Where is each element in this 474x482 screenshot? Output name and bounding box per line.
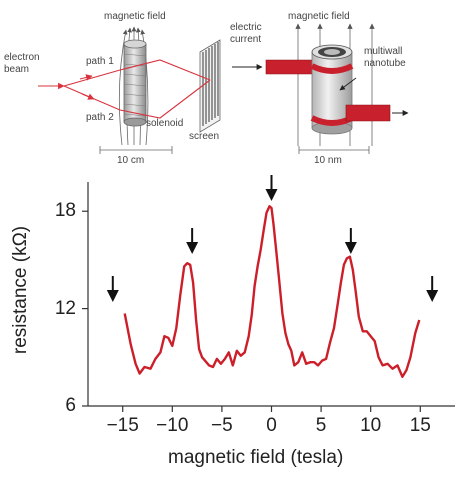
arrow-marker xyxy=(106,276,119,302)
label-solenoid: solenoid xyxy=(146,118,184,129)
y-tick-label: 12 xyxy=(54,297,76,319)
arrow-marker xyxy=(265,175,278,201)
nanotube-pointer xyxy=(339,77,357,91)
resistance-curve xyxy=(123,205,421,378)
arrow-marker xyxy=(344,228,357,254)
y-tick-label: 6 xyxy=(65,395,76,416)
scale-bar-right xyxy=(298,146,370,154)
label-magnetic-field-left: magnetic field xyxy=(104,11,166,22)
x-axis-title: magnetic field (tesla) xyxy=(168,447,344,468)
arrow-marker xyxy=(426,276,439,302)
label-path-2: path 2 xyxy=(86,112,114,123)
label-multiwall-nanotube: multiwall nanotube xyxy=(364,46,406,69)
x-tick-label: −10 xyxy=(156,415,189,436)
scale-bar-left xyxy=(99,146,173,154)
x-tick-label: 0 xyxy=(266,415,277,436)
resistance-chart xyxy=(82,175,455,412)
x-tick-label: 5 xyxy=(315,415,327,436)
label-magnetic-field-right: magnetic field xyxy=(288,11,350,22)
screen-plate xyxy=(199,39,221,133)
label-screen: screen xyxy=(189,131,220,142)
x-tick-label: −5 xyxy=(211,415,233,436)
arrow-marker xyxy=(186,228,199,254)
label-scale-right: 10 nm xyxy=(314,155,342,166)
y-tick-label: 18 xyxy=(54,200,76,222)
left-schematic xyxy=(38,26,221,154)
x-tick-label: 15 xyxy=(409,415,431,436)
label-electron-beam: electron beam xyxy=(4,52,40,75)
y-axis-title: resistance (kΩ) xyxy=(10,225,31,355)
right-schematic xyxy=(232,23,409,154)
label-path-1: path 1 xyxy=(86,56,114,67)
x-tick-label: −15 xyxy=(106,415,139,436)
solenoid xyxy=(123,39,147,127)
x-tick-label: 10 xyxy=(360,415,382,436)
label-electric-current: electric current xyxy=(230,22,262,45)
wire-in xyxy=(265,59,319,75)
label-scale-left: 10 cm xyxy=(117,155,145,166)
wire-out xyxy=(345,104,391,122)
electron-beam-paths xyxy=(38,59,211,119)
